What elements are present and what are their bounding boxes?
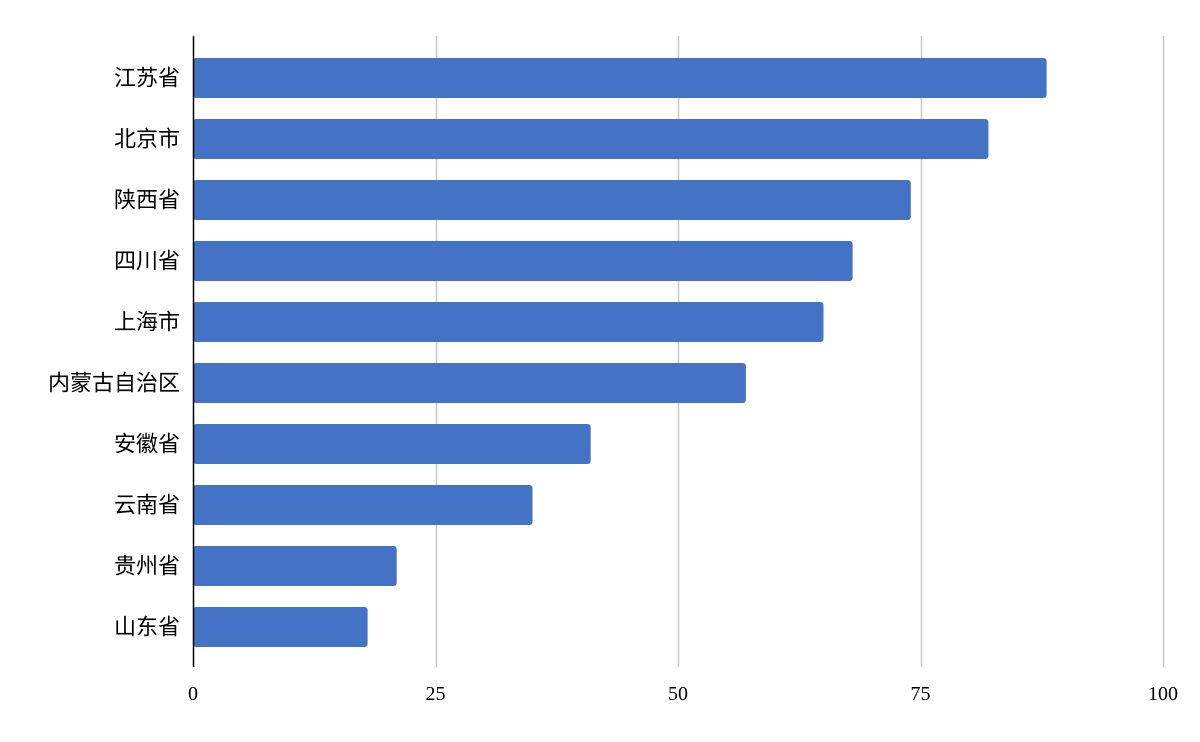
bar-6 bbox=[193, 424, 591, 464]
category-label-8: 贵州省 bbox=[114, 554, 180, 579]
bars bbox=[193, 58, 1047, 647]
bar-7 bbox=[193, 485, 533, 525]
x-tick-label-50: 50 bbox=[668, 683, 688, 705]
bar-9 bbox=[193, 607, 368, 647]
category-label-7: 云南省 bbox=[114, 493, 180, 518]
category-label-0: 江苏省 bbox=[114, 66, 180, 91]
category-label-1: 北京市 bbox=[114, 127, 180, 152]
category-label-4: 上海市 bbox=[114, 310, 180, 335]
category-label-9: 山东省 bbox=[114, 615, 180, 640]
category-label-6: 安徽省 bbox=[114, 432, 180, 457]
x-tick-label-75: 75 bbox=[911, 683, 931, 705]
x-tick-label-0: 0 bbox=[188, 683, 198, 705]
bar-4 bbox=[193, 302, 824, 342]
x-tick-label-25: 25 bbox=[426, 683, 446, 705]
bar-1 bbox=[193, 119, 989, 159]
category-label-3: 四川省 bbox=[114, 249, 180, 274]
category-label-5: 内蒙古自治区 bbox=[48, 371, 180, 396]
bar-3 bbox=[193, 241, 853, 281]
bar-5 bbox=[193, 363, 746, 403]
x-tick-label-100: 100 bbox=[1148, 683, 1178, 705]
category-label-2: 陕西省 bbox=[114, 188, 180, 213]
bar-0 bbox=[193, 58, 1047, 98]
bar-8 bbox=[193, 546, 397, 586]
x-tick-labels: 0 25 50 75 100 bbox=[188, 683, 1178, 705]
bar-2 bbox=[193, 180, 911, 220]
